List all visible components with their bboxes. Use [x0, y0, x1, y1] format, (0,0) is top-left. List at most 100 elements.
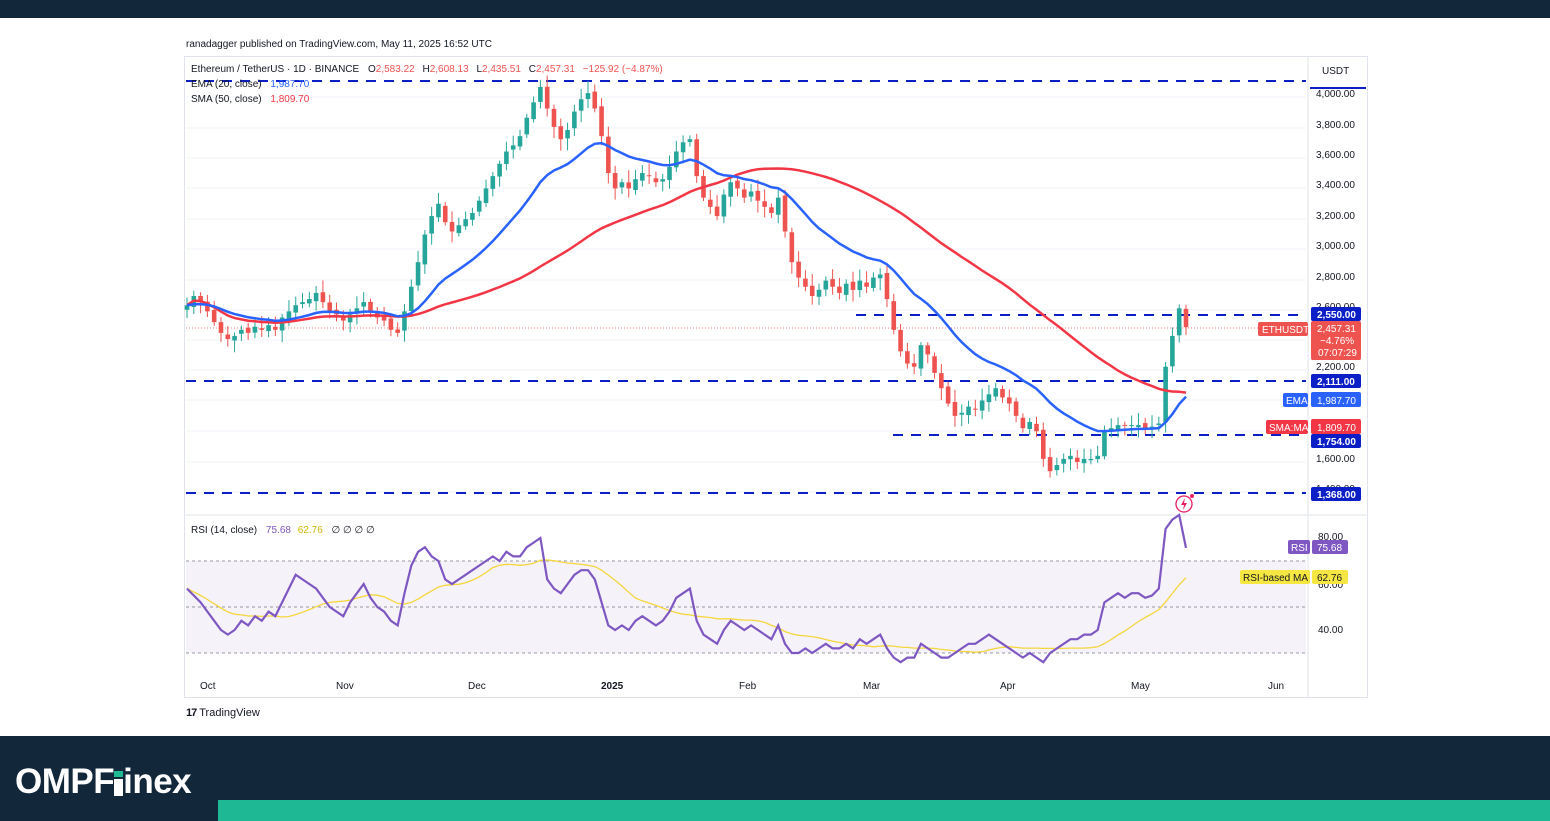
svg-text:EMA (20, close) 1,987.70: EMA (20, close) 1,987.70 [191, 79, 310, 90]
candle-body [932, 356, 937, 373]
candle-body [952, 401, 958, 416]
candle-body [436, 203, 441, 218]
time-label: May [1131, 681, 1150, 692]
candle-body [558, 126, 564, 140]
candle-body [1170, 335, 1175, 367]
candle-body [449, 222, 455, 232]
legend-ema-label: EMA (20, close) [191, 79, 262, 90]
candle-body [1081, 458, 1087, 464]
ema-tag: EMA 1,987.70 [1283, 392, 1361, 407]
candle-body [993, 388, 999, 397]
svg-text:62.76: 62.76 [1317, 573, 1342, 584]
legend-symbol: Ethereum / TetherUS · 1D · BINANCE [191, 64, 360, 75]
candle-body [232, 335, 237, 341]
candle-body [646, 175, 652, 177]
rsi-line [186, 513, 1188, 664]
candle-body [1013, 401, 1019, 416]
candle-body [184, 305, 190, 310]
candle-body [361, 302, 366, 307]
candle-body [626, 182, 632, 189]
candle-body [843, 283, 849, 295]
candle-body [1047, 457, 1053, 472]
candle-body [680, 142, 686, 153]
candle-body [239, 329, 244, 334]
candle-body [456, 225, 462, 234]
rsi-tick: 60.00 [1318, 580, 1343, 591]
price-tag-1368: 1,368.00 [1311, 487, 1361, 501]
candle-body [476, 200, 482, 212]
candle-body [775, 197, 781, 215]
candle-body [796, 261, 801, 278]
candle-body [504, 151, 509, 165]
candle-body [816, 289, 822, 297]
candle-body [225, 334, 231, 340]
candle-body [211, 310, 217, 323]
price-tick: 3,400.00 [1316, 180, 1355, 191]
time-axis: Oct Nov Dec 2025 Feb Mar Apr May Jun [200, 681, 1284, 692]
candle-body [273, 326, 278, 330]
candle-body [619, 182, 625, 188]
candle-body [510, 145, 516, 150]
candle-body [245, 327, 251, 333]
candle-body [408, 286, 414, 311]
candle-body [911, 363, 917, 367]
candle-body [402, 311, 407, 331]
candle-body [830, 279, 835, 287]
legend-rsi-label: RSI (14, close) [191, 525, 257, 536]
candle-body [470, 213, 475, 220]
rsi-tick: 80.00 [1318, 532, 1343, 543]
sma-50-line [186, 167, 1187, 394]
candle-body [1034, 423, 1039, 432]
svg-text:2,457.31: 2,457.31 [1317, 324, 1356, 335]
price-axis-currency: USDT [1322, 66, 1349, 77]
svg-text:Ethereum / TetherUS · 1D · BIN: Ethereum / TetherUS · 1D · BINANCE O2,58… [191, 64, 663, 75]
candle-body [565, 130, 570, 139]
candle-body [877, 274, 883, 279]
lightning-icon[interactable] [1175, 494, 1194, 513]
candle-body [1176, 308, 1182, 336]
candle-body [415, 262, 421, 286]
candle-body [1142, 423, 1148, 429]
time-label: Mar [863, 681, 881, 692]
candle-body [388, 318, 394, 330]
candle-body [266, 325, 271, 332]
candle-body [585, 93, 591, 100]
candle-body [741, 189, 747, 198]
brand-logo[interactable]: OMPF inex [15, 762, 192, 801]
candle-body [205, 301, 210, 312]
candle-body [463, 219, 468, 227]
tradingview-logo[interactable]: 17 TradingView [186, 707, 260, 719]
candle-body [803, 278, 808, 287]
candle-body [578, 99, 584, 111]
candle-body [252, 326, 258, 333]
footer-accent-bar [218, 800, 1550, 821]
candle-body [918, 345, 924, 369]
time-label: Apr [1000, 681, 1016, 692]
svg-text:RSI: RSI [1291, 543, 1308, 554]
price-tick: 3,800.00 [1316, 120, 1355, 131]
ema-20-line [186, 141, 1187, 433]
candle-body [837, 286, 842, 293]
candle-body [973, 408, 978, 410]
candle-body [354, 308, 360, 313]
time-label: Jun [1268, 681, 1284, 692]
brand-f-dot-icon [114, 769, 124, 796]
candle-body [307, 299, 312, 304]
candle-body [891, 301, 897, 330]
candle-body [1136, 425, 1141, 428]
candle-body [531, 102, 536, 120]
candle-body [1027, 422, 1032, 429]
candle-body [1068, 455, 1073, 460]
rsi-tag: RSI 75.68 [1288, 540, 1348, 554]
price-tick: 1,600.00 [1316, 454, 1355, 465]
candle-body [905, 351, 910, 364]
rsi-axis: 80.00 60.00 40.00 [1318, 532, 1343, 636]
candle-body [517, 136, 523, 147]
candle-body [735, 180, 740, 189]
candle-body [1088, 458, 1094, 461]
svg-text:−4.76%: −4.76% [1320, 336, 1354, 347]
price-tag-1754: 1,754.00 [1311, 434, 1361, 448]
rsi-ma-tag: RSI-based MA 62.76 [1240, 570, 1348, 584]
candle-body [762, 201, 767, 207]
